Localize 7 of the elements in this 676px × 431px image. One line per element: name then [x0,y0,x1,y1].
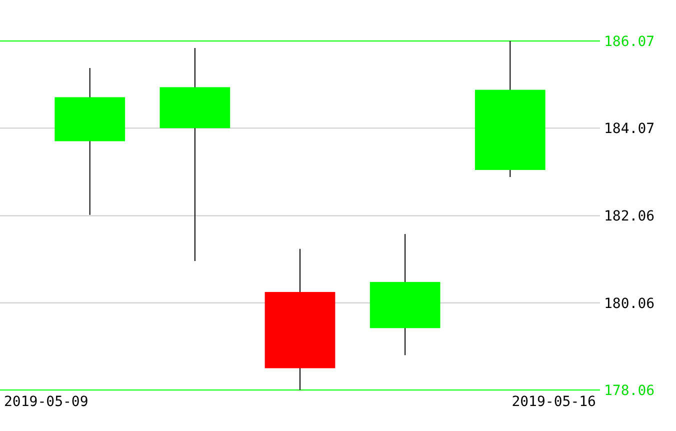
y-tick-label: 186.07 [604,34,655,50]
y-tick-label: 184.07 [604,121,655,138]
text: 2019-05-09 [4,394,88,410]
y-tick-label: 180.06 [604,296,655,312]
text: 2019-05-16 [512,394,596,410]
y-tick-label: 178.06 [604,382,655,399]
y-tick-label: 182.06 [604,208,655,225]
